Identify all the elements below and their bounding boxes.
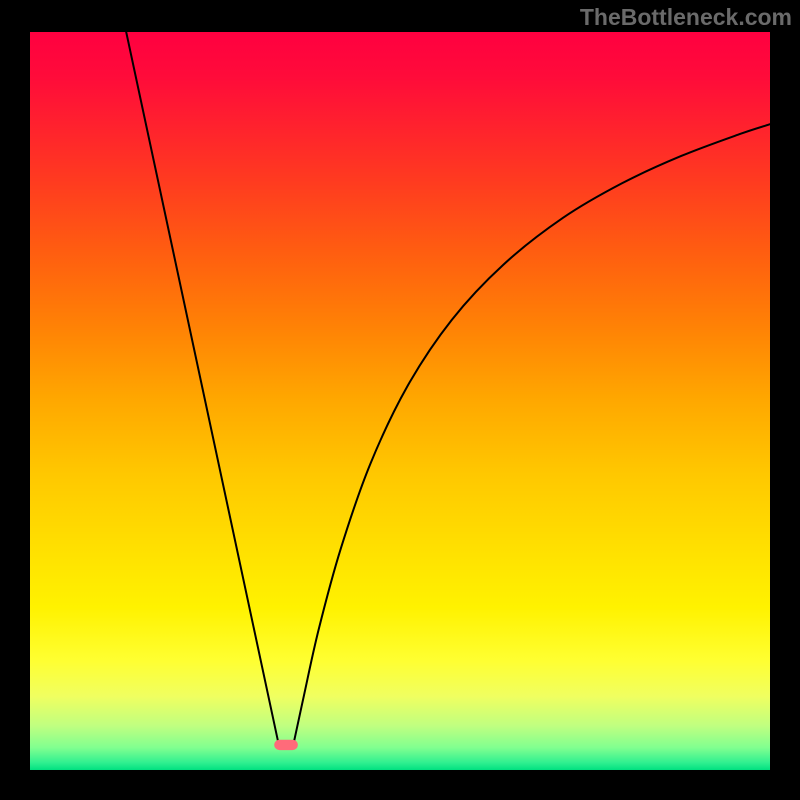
- watermark-text: TheBottleneck.com: [580, 4, 792, 31]
- valley-marker: [274, 740, 298, 750]
- chart-container: TheBottleneck.com: [0, 0, 800, 800]
- bottleneck-curve-chart: [30, 32, 770, 770]
- plot-area: [30, 32, 770, 770]
